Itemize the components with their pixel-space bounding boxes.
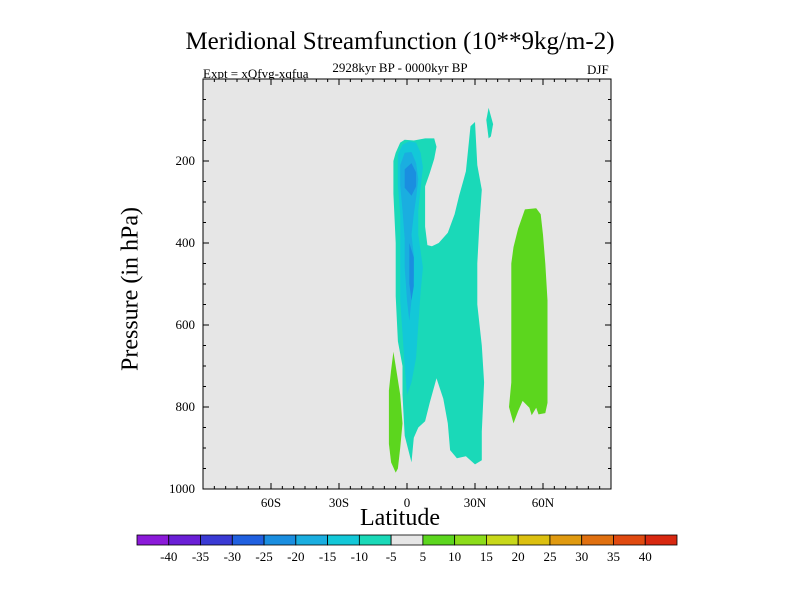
colorbar-swatch (358, 534, 392, 546)
colorbar-swatch (517, 534, 551, 546)
colorbar-swatch (327, 534, 360, 546)
colorbar-label: 35 (607, 549, 620, 564)
colorbar-swatch (422, 534, 456, 546)
colorbar-label: -40 (160, 549, 177, 564)
colorbar-swatch (263, 534, 297, 546)
colorbar-label: 30 (575, 549, 588, 564)
colorbar-swatch (200, 534, 233, 546)
colorbar-swatch (136, 534, 170, 546)
colorbar-label: 25 (543, 549, 556, 564)
colorbar-swatch (581, 534, 614, 546)
chart-title: Meridional Streamfunction (10**9kg/m-2) (185, 28, 615, 55)
x-tick-label: 30S (329, 495, 349, 510)
experiment-label: Expt = xQfvg-xqfua (203, 66, 309, 81)
y-tick-label: 1000 (169, 481, 195, 496)
colorbar-label: 40 (639, 549, 652, 564)
y-tick-label: 200 (176, 153, 196, 168)
season-label: DJF (587, 62, 609, 77)
x-tick-label: 60S (261, 495, 281, 510)
colorbar-label: -30 (224, 549, 241, 564)
colorbar-label: -5 (386, 549, 397, 564)
colorbar-label: -35 (192, 549, 209, 564)
colorbar-label: -25 (255, 549, 272, 564)
colorbar-swatch (644, 534, 678, 546)
y-tick-label: 800 (176, 399, 196, 414)
x-tick-label: 60N (532, 495, 555, 510)
colorbar-label: -15 (319, 549, 336, 564)
x-tick-label: 30N (464, 495, 487, 510)
colorbar-label: 5 (420, 549, 427, 564)
contour-region-small-negative-patch (486, 107, 494, 139)
colorbar-swatch (549, 534, 583, 546)
colorbar-label: -20 (287, 549, 304, 564)
contour-region-inner-column-b (400, 152, 419, 321)
y-tick-label: 600 (176, 317, 196, 332)
period-label: 2928kyr BP - 0000kyr BP (332, 60, 468, 75)
colorbar-label: 15 (480, 549, 493, 564)
colorbar-label: -10 (351, 549, 368, 564)
colorbar-swatch (231, 534, 265, 546)
colorbar-swatch (390, 534, 424, 546)
contour-region-core-b (409, 243, 414, 301)
x-axis-label: Latitude (360, 505, 440, 531)
colorbar-swatch (454, 534, 487, 546)
colorbar-label: 10 (448, 549, 461, 564)
colorbar-label: 20 (512, 549, 525, 564)
contour-region-core-a (404, 163, 417, 196)
contour-region-positive-left (388, 351, 403, 473)
contour-region-positive-right (509, 208, 548, 424)
colorbar-swatch (486, 534, 519, 546)
colorbar-swatch (168, 534, 201, 546)
colorbar-swatch (295, 534, 328, 546)
x-tick-label: 0 (404, 495, 411, 510)
y-tick-label: 400 (176, 235, 196, 250)
colorbar-swatch (613, 534, 646, 546)
